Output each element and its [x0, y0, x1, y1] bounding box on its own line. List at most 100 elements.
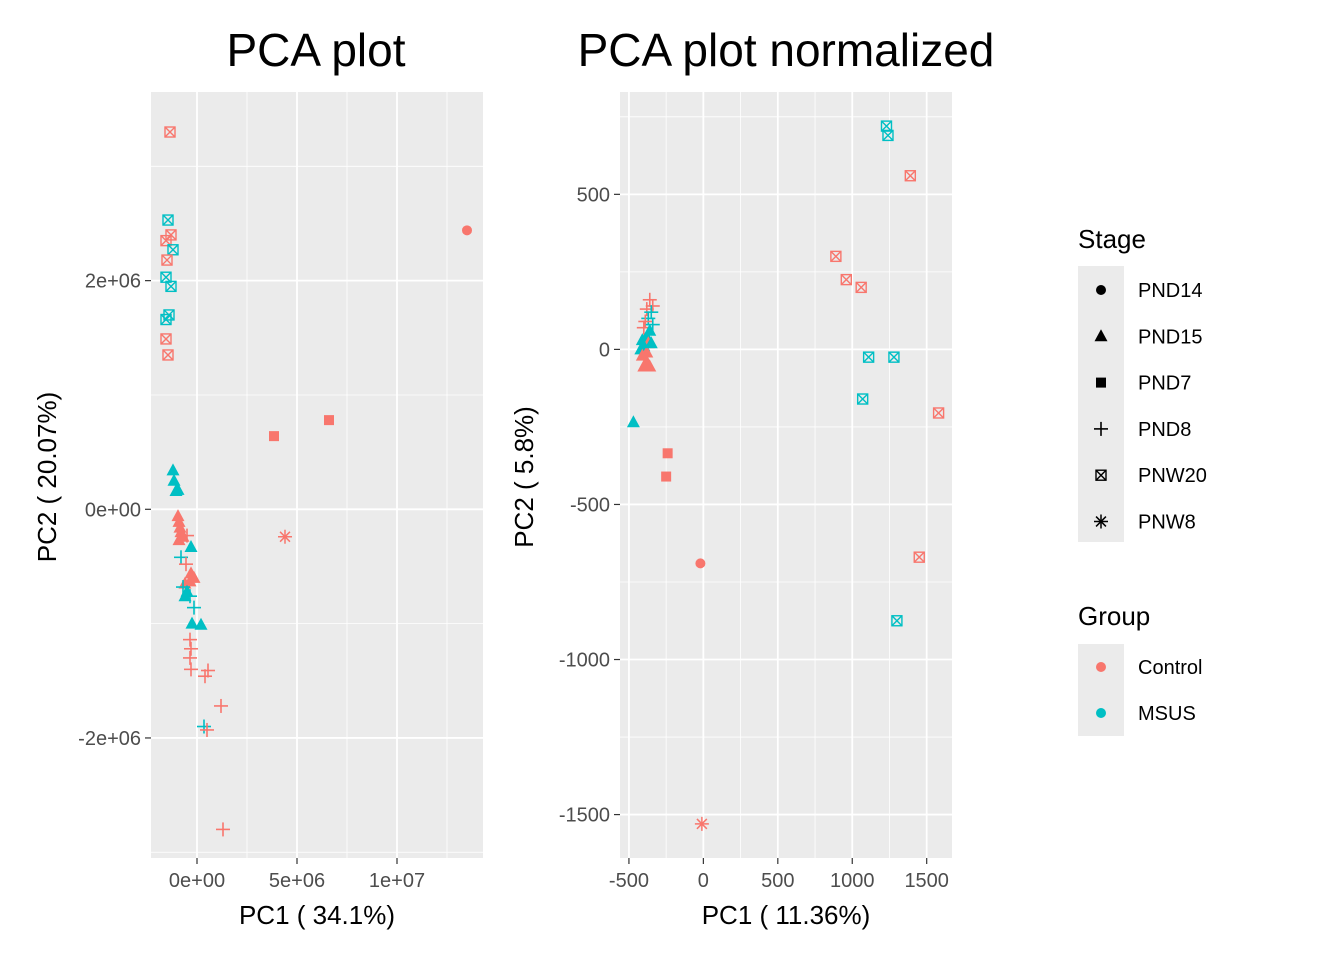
legend-title: Group — [1078, 601, 1150, 631]
data-point — [184, 540, 198, 553]
legend-label: PNW8 — [1138, 512, 1196, 534]
y-tick-label: -1500 — [559, 805, 610, 827]
data-point — [644, 305, 659, 320]
data-point — [172, 533, 186, 546]
plot-panel: -500 0 500 1000 1500 -1500 -1000 -500 0 500 — [559, 92, 952, 892]
y-axis-label: PC2 ( 20.07%) — [32, 392, 62, 563]
legend-key-background — [1078, 266, 1124, 542]
data-point — [645, 317, 660, 332]
axes: 0e+00 5e+06 1e+07 -2e+06 0e+00 2e+06 — [78, 271, 425, 892]
data-point — [626, 415, 640, 428]
data-point — [888, 351, 900, 363]
legend-entry: Control — [1096, 657, 1202, 679]
data-point — [695, 558, 706, 569]
y-tick-label: 0 — [599, 339, 610, 361]
data-point — [162, 349, 174, 361]
data-point — [830, 250, 842, 263]
data-point — [184, 641, 198, 656]
legend-entry: PND14 — [1096, 280, 1202, 302]
x-tick-label: 1500 — [904, 870, 949, 892]
y-tick-label: 500 — [577, 184, 610, 206]
data-point — [662, 448, 673, 459]
data-point — [462, 225, 472, 236]
data-point — [160, 271, 172, 283]
panel-background — [151, 92, 483, 858]
data-point — [165, 280, 177, 293]
axes: -500 0 500 1000 1500 -1500 -1000 -500 0 500 — [559, 184, 949, 892]
pca-plot-normalized: PCA plot normalized -500 0 500 1000 1500 -150… — [509, 24, 994, 930]
data-point — [197, 719, 211, 734]
legend-key-background — [1078, 644, 1124, 736]
legend-label: PND7 — [1138, 373, 1191, 395]
chart-title: PCA plot normalized — [578, 24, 995, 76]
chart-title: PCA plot — [227, 24, 406, 76]
data-point — [200, 722, 214, 737]
data-point — [278, 529, 292, 544]
legend-label: PND14 — [1138, 280, 1202, 302]
legend-key — [1096, 377, 1106, 388]
data-point — [694, 816, 709, 831]
legend-entries: Control MSUS — [1096, 657, 1202, 725]
legend-label: PNW20 — [1138, 465, 1207, 487]
data-points — [160, 126, 472, 837]
legend-label: MSUS — [1138, 703, 1196, 725]
y-tick-label: -1000 — [559, 650, 610, 672]
x-tick-label: 0 — [698, 870, 709, 892]
data-point — [269, 431, 279, 442]
data-point — [913, 551, 925, 563]
data-point — [178, 576, 192, 589]
legend-label: Control — [1138, 657, 1202, 679]
data-point — [179, 557, 193, 572]
pca-plot: PCA plot 0e+00 5e+06 1e+07 -2e+06 0e+00 2e+06… — [32, 24, 483, 930]
data-point — [661, 471, 672, 482]
x-tick-label: 1000 — [830, 870, 875, 892]
data-point — [166, 463, 180, 476]
x-tick-label: -500 — [609, 870, 649, 892]
data-point — [198, 669, 212, 684]
data-points — [626, 120, 945, 831]
data-point — [194, 617, 208, 630]
data-point — [160, 333, 172, 345]
data-point — [162, 214, 174, 226]
legend-entry: PNW8 — [1094, 512, 1196, 534]
gridlines — [620, 92, 952, 858]
y-tick-label: -500 — [570, 494, 610, 516]
legend-label: PND15 — [1138, 326, 1202, 348]
data-point — [904, 170, 917, 182]
data-point — [160, 313, 172, 326]
y-tick-label: 0e+00 — [85, 499, 141, 521]
legend-entry: PND8 — [1094, 419, 1191, 441]
data-point — [167, 244, 179, 256]
data-point — [160, 234, 172, 247]
data-point — [172, 514, 186, 527]
legend-key — [1095, 469, 1107, 481]
data-point — [932, 407, 945, 419]
group-legend: Group Control MSUS — [1078, 601, 1202, 736]
legend-title: Stage — [1078, 224, 1146, 254]
stage-legend: Stage PND14 PND15 PND7 PND8 PNW20 PNW8 — [1078, 224, 1207, 542]
x-tick-label: 0e+00 — [169, 870, 225, 892]
legend-key — [1096, 708, 1106, 718]
data-point — [187, 600, 201, 615]
legend-key — [1096, 285, 1106, 295]
data-point — [840, 273, 852, 286]
data-point — [891, 615, 903, 627]
x-tick-label: 1e+07 — [369, 870, 425, 892]
x-tick-label: 500 — [761, 870, 794, 892]
legend-entry: PND15 — [1094, 326, 1202, 348]
x-tick-label: 5e+06 — [269, 870, 325, 892]
gridlines — [151, 92, 483, 858]
data-point — [180, 528, 194, 543]
y-tick-label: 2e+06 — [85, 271, 141, 293]
data-point — [184, 662, 198, 677]
legend-entry: PNW20 — [1095, 465, 1207, 487]
legend-key — [1094, 514, 1108, 529]
data-point — [856, 393, 869, 405]
panel-background — [620, 92, 952, 858]
data-point — [882, 129, 894, 142]
data-point — [164, 126, 176, 138]
data-point — [645, 298, 660, 313]
legend-key — [1094, 329, 1108, 342]
legend-key — [1096, 662, 1106, 672]
